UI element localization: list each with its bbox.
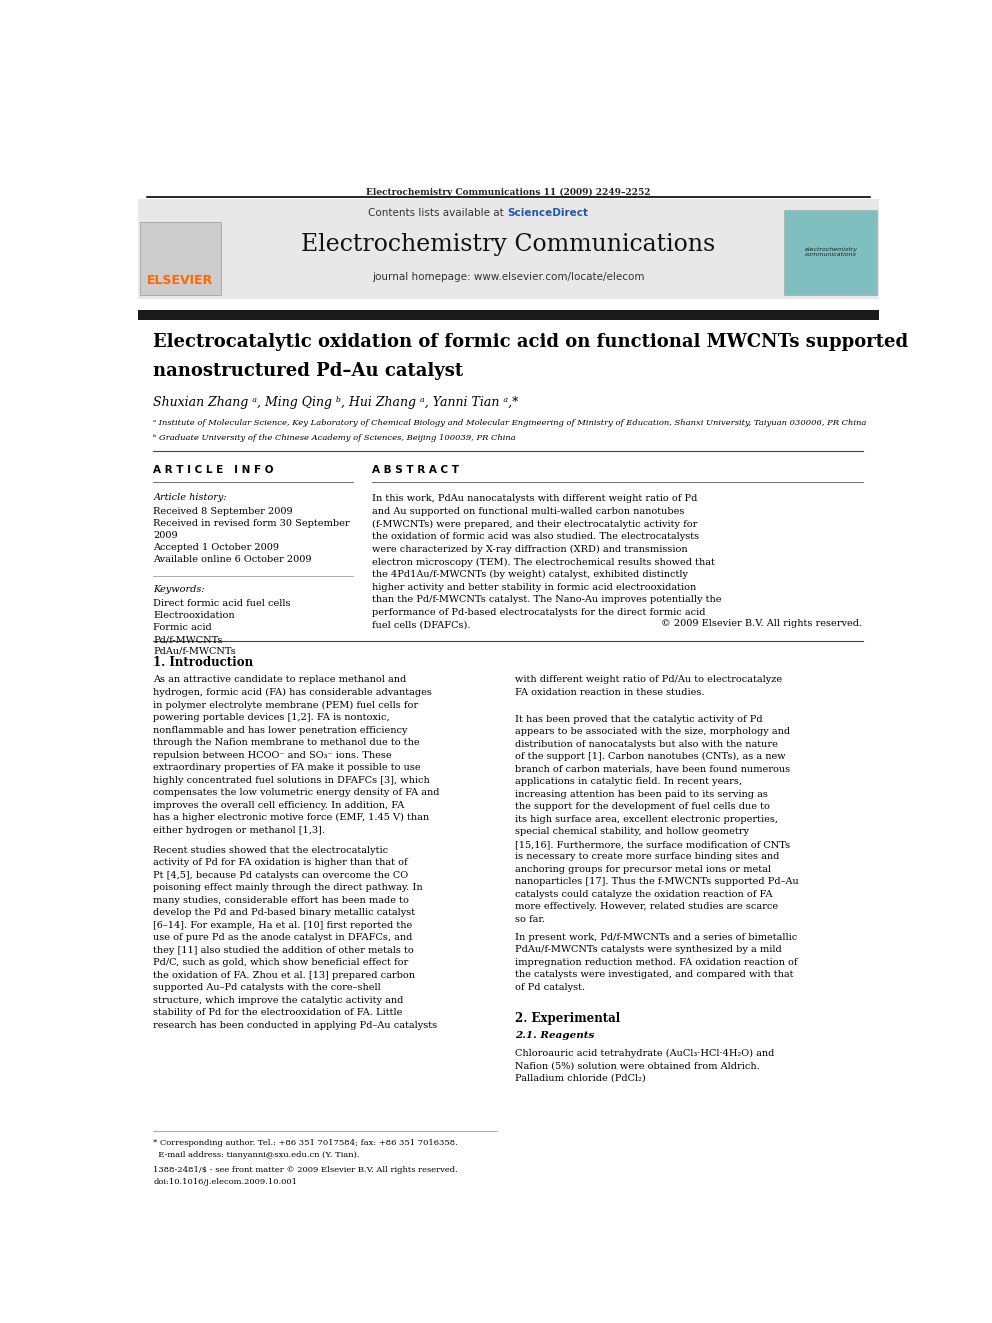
Text: Pd/f-MWCNTs: Pd/f-MWCNTs: [154, 635, 223, 644]
Text: E-mail address: tianyanni@sxu.edu.cn (Y. Tian).: E-mail address: tianyanni@sxu.edu.cn (Y.…: [154, 1151, 360, 1159]
Text: A B S T R A C T: A B S T R A C T: [372, 466, 459, 475]
Bar: [138, 311, 879, 320]
Bar: [785, 210, 877, 295]
Bar: [140, 222, 221, 295]
Text: Recent studies showed that the electrocatalytic
activity of Pd for FA oxidation : Recent studies showed that the electroca…: [154, 845, 437, 1031]
Text: Direct formic acid fuel cells: Direct formic acid fuel cells: [154, 599, 291, 609]
Text: A R T I C L E   I N F O: A R T I C L E I N F O: [154, 466, 274, 475]
Text: journal homepage: www.elsevier.com/locate/elecom: journal homepage: www.elsevier.com/locat…: [372, 273, 645, 282]
Text: Contents lists available at: Contents lists available at: [368, 208, 507, 218]
Text: © 2009 Elsevier B.V. All rights reserved.: © 2009 Elsevier B.V. All rights reserved…: [661, 619, 862, 628]
Text: Chloroauric acid tetrahydrate (AuCl₃·HCl·4H₂O) and
Nafion (5%) solution were obt: Chloroauric acid tetrahydrate (AuCl₃·HCl…: [515, 1049, 774, 1084]
Text: nanostructured Pd–Au catalyst: nanostructured Pd–Au catalyst: [154, 363, 463, 380]
Text: 2009: 2009: [154, 531, 179, 540]
Text: ELSEVIER: ELSEVIER: [147, 274, 213, 287]
Text: * Corresponding author. Tel.: +86 351 7017584; fax: +86 351 7016358.: * Corresponding author. Tel.: +86 351 70…: [154, 1139, 458, 1147]
Text: Accepted 1 October 2009: Accepted 1 October 2009: [154, 542, 280, 552]
Text: Electrocatalytic oxidation of formic acid on functional MWCNTs supported: Electrocatalytic oxidation of formic aci…: [154, 333, 909, 351]
Text: Electrochemistry Communications: Electrochemistry Communications: [302, 233, 715, 257]
Text: Keywords:: Keywords:: [154, 585, 205, 594]
Text: 1388-2481/$ - see front matter © 2009 Elsevier B.V. All rights reserved.: 1388-2481/$ - see front matter © 2009 El…: [154, 1166, 458, 1174]
Text: 1. Introduction: 1. Introduction: [154, 656, 254, 669]
Bar: [138, 198, 879, 299]
Text: Shuxian Zhang ᵃ, Ming Qing ᵇ, Hui Zhang ᵃ, Yanni Tian ᵃ,*: Shuxian Zhang ᵃ, Ming Qing ᵇ, Hui Zhang …: [154, 396, 519, 409]
Text: PdAu/f-MWCNTs: PdAu/f-MWCNTs: [154, 647, 236, 656]
Text: ScienceDirect: ScienceDirect: [507, 208, 588, 218]
Text: 2. Experimental: 2. Experimental: [515, 1012, 620, 1025]
Text: ᵇ Graduate University of the Chinese Academy of Sciences, Beijing 100039, PR Chi: ᵇ Graduate University of the Chinese Aca…: [154, 434, 516, 442]
Text: Article history:: Article history:: [154, 493, 227, 501]
Text: Electrochemistry Communications 11 (2009) 2249–2252: Electrochemistry Communications 11 (2009…: [366, 188, 651, 197]
Text: It has been proved that the catalytic activity of Pd
appears to be associated wi: It has been proved that the catalytic ac…: [515, 714, 799, 923]
Text: Formic acid: Formic acid: [154, 623, 212, 632]
Text: Electrooxidation: Electrooxidation: [154, 611, 235, 620]
Text: In this work, PdAu nanocatalysts with different weight ratio of Pd
and Au suppor: In this work, PdAu nanocatalysts with di…: [372, 495, 721, 630]
Text: As an attractive candidate to replace methanol and
hydrogen, formic acid (FA) ha: As an attractive candidate to replace me…: [154, 676, 439, 835]
Text: doi:10.1016/j.elecom.2009.10.001: doi:10.1016/j.elecom.2009.10.001: [154, 1179, 298, 1187]
Text: Available online 6 October 2009: Available online 6 October 2009: [154, 554, 311, 564]
Text: In present work, Pd/f-MWCNTs and a series of bimetallic
PdAu/f-MWCNTs catalysts : In present work, Pd/f-MWCNTs and a serie…: [515, 933, 798, 992]
Text: Received 8 September 2009: Received 8 September 2009: [154, 507, 293, 516]
Text: Received in revised form 30 September: Received in revised form 30 September: [154, 519, 350, 528]
Text: 2.1. Reagents: 2.1. Reagents: [515, 1031, 594, 1040]
Text: ᵃ Institute of Molecular Science, Key Laboratory of Chemical Biology and Molecul: ᵃ Institute of Molecular Science, Key La…: [154, 419, 867, 427]
Text: electrochemistry
communications: electrochemistry communications: [805, 246, 857, 258]
Text: with different weight ratio of Pd/Au to electrocatalyze
FA oxidation reaction in: with different weight ratio of Pd/Au to …: [515, 676, 782, 697]
